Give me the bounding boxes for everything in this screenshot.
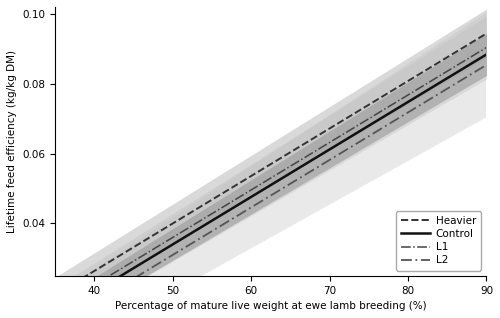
Line: L2: L2 xyxy=(55,65,486,318)
L2 xyxy=(416,104,422,108)
Control xyxy=(54,313,60,317)
L1 xyxy=(54,306,60,310)
X-axis label: Percentage of mature live weight at ewe lamb breeding (%): Percentage of mature live weight at ewe … xyxy=(115,301,426,311)
Control xyxy=(52,314,58,317)
Line: L1: L1 xyxy=(55,47,486,308)
Legend: Heavier, Control, L1, L2: Heavier, Control, L1, L2 xyxy=(396,211,482,271)
Line: Heavier: Heavier xyxy=(55,33,486,295)
Heavier xyxy=(316,133,322,137)
L2 xyxy=(316,164,322,168)
Heavier xyxy=(52,293,58,297)
Control xyxy=(308,159,314,163)
Heavier xyxy=(416,73,422,76)
Heavier xyxy=(484,31,490,35)
Control xyxy=(309,158,315,162)
L2 xyxy=(443,87,449,91)
Control xyxy=(484,52,490,56)
L1 xyxy=(443,70,449,74)
Heavier xyxy=(309,137,315,141)
Control xyxy=(316,154,322,158)
Heavier xyxy=(308,138,314,142)
Y-axis label: Lifetime feed efficiency (kg/kg DM): Lifetime feed efficiency (kg/kg DM) xyxy=(7,50,17,233)
L1 xyxy=(416,86,422,90)
L1 xyxy=(484,45,490,49)
L2 xyxy=(309,169,315,172)
Heavier xyxy=(443,56,449,60)
Heavier xyxy=(54,292,60,296)
L2 xyxy=(484,63,490,67)
L1 xyxy=(309,151,315,155)
Control xyxy=(443,77,449,81)
L1 xyxy=(308,152,314,156)
L1 xyxy=(52,307,58,310)
L2 xyxy=(308,169,314,173)
Line: Control: Control xyxy=(55,54,486,315)
L1 xyxy=(316,147,322,151)
Control xyxy=(416,93,422,97)
